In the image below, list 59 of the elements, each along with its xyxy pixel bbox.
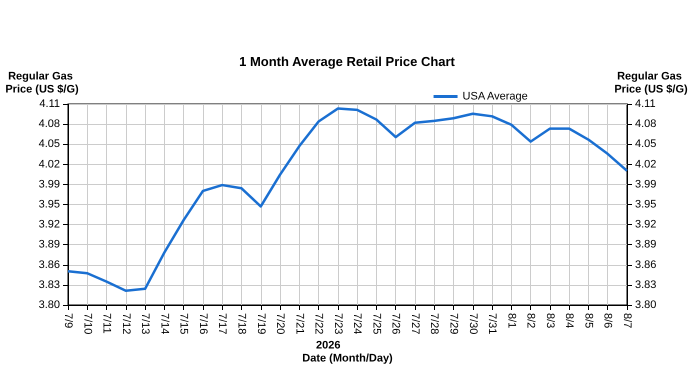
y-tick-label: 3.95 bbox=[38, 198, 60, 210]
x-tick-label: 8/7 bbox=[621, 313, 633, 328]
x-tick-label: 7/10 bbox=[81, 313, 94, 334]
y2-tick-label: 4.08 bbox=[635, 118, 656, 130]
y2-tick-label: 4.05 bbox=[635, 138, 656, 150]
x-tick-label: 8/2 bbox=[524, 313, 537, 328]
x-tick-label: 7/12 bbox=[120, 313, 132, 334]
x-tick-label: 7/21 bbox=[293, 313, 306, 334]
legend-label: USA Average bbox=[462, 90, 528, 102]
y-tick-label: 4.11 bbox=[39, 98, 60, 110]
y2-tick-label: 3.83 bbox=[635, 278, 656, 291]
x-tick-label: 7/22 bbox=[312, 313, 325, 334]
x-tick-label: 7/30 bbox=[466, 313, 479, 334]
x-tick-label: 7/11 bbox=[100, 313, 113, 334]
x-tick-label: 7/14 bbox=[158, 313, 170, 334]
y-tick-label: 3.86 bbox=[38, 258, 60, 271]
y2-tick-label: 4.02 bbox=[635, 158, 656, 170]
x-axis-title: Date (Month/Day) bbox=[302, 352, 394, 364]
y-tick-label: 3.99 bbox=[38, 178, 60, 190]
x-tick-label: 8/6 bbox=[602, 313, 614, 328]
x-tick-label: 7/28 bbox=[428, 313, 440, 334]
y-tick-label: 4.05 bbox=[38, 138, 60, 150]
y2-tick-label: 3.86 bbox=[635, 258, 656, 271]
x-tick-label: 7/25 bbox=[370, 313, 382, 334]
x-tick-label: 8/1 bbox=[505, 313, 518, 328]
x-tick-label: 7/26 bbox=[390, 313, 402, 334]
x-tick-label: 7/31 bbox=[486, 313, 498, 334]
text: 2026 bbox=[316, 340, 340, 352]
y2-tick-label: 3.89 bbox=[635, 238, 656, 251]
y-axis-title: Regular Gas Price (US $/G) bbox=[5, 70, 80, 96]
y2-tick-label: 3.80 bbox=[635, 299, 656, 311]
x-tick-label: 8/4 bbox=[563, 313, 576, 328]
x-tick-label: 7/29 bbox=[448, 313, 460, 334]
x-tick-label: 7/17 bbox=[216, 313, 228, 334]
y2-tick-label: 4.11 bbox=[635, 98, 656, 110]
chart-title: 1 Month Average Retail Price Chart bbox=[239, 54, 456, 69]
x-tick-label: 7/19 bbox=[254, 313, 267, 334]
y2-axis-title: Regular Gas Price (US $/G) bbox=[614, 70, 688, 96]
y-tick-label: 3.92 bbox=[38, 218, 60, 231]
y-tick-label: 3.89 bbox=[38, 238, 60, 251]
x-tick-label: 7/18 bbox=[235, 313, 248, 334]
x-tick-label: 7/13 bbox=[139, 313, 152, 334]
y2-tick-label: 3.95 bbox=[635, 198, 656, 210]
x-tick-label: 7/9 bbox=[62, 313, 74, 328]
y-tick-label: 4.08 bbox=[38, 118, 60, 130]
line-series bbox=[66, 107, 628, 292]
y-tick-label: 4.02 bbox=[38, 158, 60, 170]
y2-tick-label: 3.92 bbox=[635, 218, 656, 231]
x-tick-label: 7/27 bbox=[408, 313, 421, 334]
y-tick-label: 3.83 bbox=[38, 278, 60, 291]
x-tick-label: 7/16 bbox=[196, 313, 209, 334]
x-tick-label: 7/24 bbox=[351, 313, 364, 334]
x-tick-label: 7/23 bbox=[332, 313, 344, 334]
y-tick-label: 3.80 bbox=[38, 299, 60, 311]
x-tick-label: 8/3 bbox=[544, 313, 556, 328]
y2-tick-label: 3.99 bbox=[635, 178, 656, 190]
x-tick-label: 8/5 bbox=[582, 313, 594, 328]
x-tick-label: 7/15 bbox=[178, 313, 190, 334]
x-tick-label: 7/20 bbox=[274, 313, 286, 334]
